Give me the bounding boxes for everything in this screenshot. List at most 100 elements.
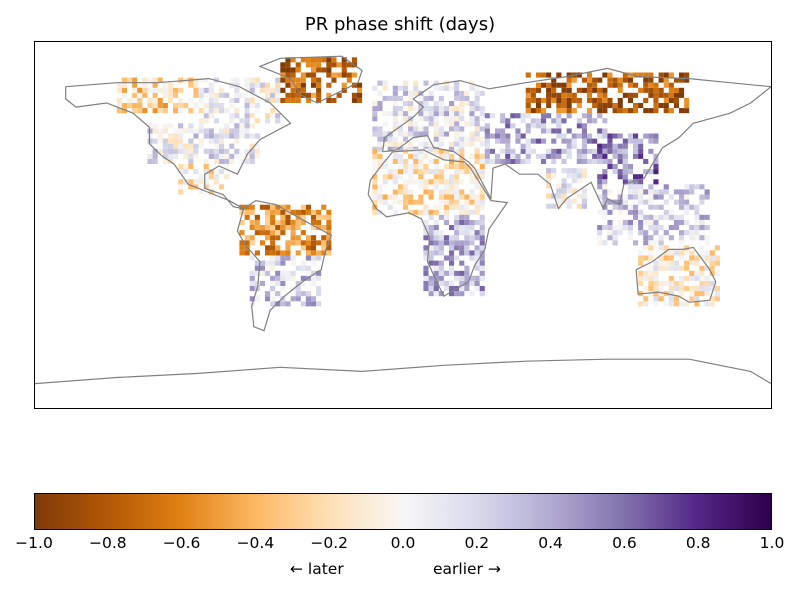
map-cell [673, 219, 680, 225]
map-cell [597, 143, 603, 149]
map-cell [208, 97, 214, 103]
map-cell [653, 275, 659, 281]
map-cell [546, 103, 552, 109]
map-cell [280, 67, 286, 73]
map-cell [459, 291, 465, 297]
map-cell [469, 85, 475, 91]
map-cell [561, 188, 567, 194]
map-cell [372, 148, 378, 154]
map-cell [627, 204, 634, 210]
map-cell [249, 148, 255, 154]
map-cell [489, 158, 496, 164]
map-cell [566, 77, 572, 83]
map-cell [152, 82, 158, 88]
map-cell [311, 240, 317, 246]
map-cell [704, 280, 710, 286]
map-cell [249, 240, 255, 246]
map-cell [617, 153, 623, 159]
map-cell [469, 240, 475, 246]
map-cell [213, 92, 220, 98]
map-cell [188, 128, 194, 134]
map-cell [464, 90, 470, 96]
map-cell [627, 209, 634, 215]
map-cell [704, 189, 710, 195]
map-cell [459, 230, 465, 236]
map-cell [633, 209, 639, 215]
map-cell [581, 188, 588, 194]
map-cell [607, 133, 613, 139]
map-cell [714, 265, 720, 271]
map-cell [479, 169, 485, 175]
map-cell [295, 291, 301, 297]
map-cell [249, 209, 255, 215]
map-cell [244, 148, 250, 154]
map-cell [581, 113, 588, 119]
map-cell [305, 204, 312, 210]
map-cell [464, 141, 470, 147]
map-cell [561, 133, 567, 139]
map-cell [679, 245, 685, 251]
map-cell [454, 219, 460, 225]
map-cell [290, 72, 296, 78]
map-cell [525, 87, 531, 93]
map-cell [198, 123, 204, 129]
map-cell [428, 245, 434, 251]
map-cell [505, 158, 511, 164]
map-cell [663, 97, 669, 103]
map-cell [213, 97, 220, 103]
map-cell [321, 240, 327, 246]
map-cell [643, 301, 649, 307]
map-cell [428, 116, 434, 122]
map-cell [617, 194, 623, 200]
map-cell [479, 204, 485, 210]
map-cell [418, 164, 424, 170]
map-cell [535, 108, 542, 114]
map-cell [357, 87, 363, 93]
map-cell [433, 101, 439, 107]
map-cell [321, 67, 327, 73]
map-cell [658, 291, 664, 297]
map-cell [403, 85, 409, 91]
map-cell [392, 95, 398, 101]
map-cell [679, 240, 685, 246]
map-cell [633, 219, 639, 225]
map-cell [622, 77, 628, 83]
map-cell [510, 158, 516, 164]
map-cell [392, 169, 398, 175]
map-cell [408, 169, 414, 175]
map-cell [500, 138, 506, 144]
map-cell [484, 148, 490, 154]
map-cell [178, 123, 184, 129]
map-cell [300, 72, 306, 78]
map-cell [433, 136, 439, 142]
map-cell [265, 235, 271, 241]
map-cell [438, 230, 444, 236]
map-cell [397, 174, 404, 180]
map-cell [433, 286, 439, 292]
map-cell [505, 123, 511, 129]
map-cell [331, 97, 337, 103]
map-cell [300, 230, 306, 236]
map-cell [525, 97, 531, 103]
map-cell [561, 158, 567, 164]
map-cell [372, 169, 378, 175]
map-cell [464, 194, 470, 200]
map-cell [285, 72, 291, 78]
map-cell [571, 92, 577, 98]
map-cell [316, 270, 322, 276]
map-cell [249, 286, 255, 292]
map-cell [203, 108, 209, 114]
map-cell [694, 225, 700, 231]
map-cell [413, 126, 419, 132]
map-cell [469, 106, 475, 112]
map-cell [622, 225, 628, 231]
map-cell [551, 87, 557, 93]
map-cell [372, 111, 378, 117]
map-cell [627, 169, 634, 175]
map-cell [311, 77, 317, 83]
map-cell [597, 87, 603, 93]
map-cell [653, 214, 659, 220]
map-cell [433, 219, 439, 225]
map-cell [300, 245, 306, 251]
map-cell [597, 158, 603, 164]
